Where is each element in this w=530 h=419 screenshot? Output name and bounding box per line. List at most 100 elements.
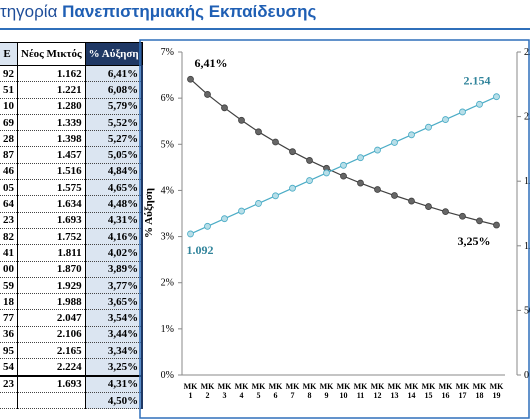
y-tick-label: 7% (161, 47, 174, 58)
cell: 1.811 (17, 244, 86, 262)
point (391, 192, 398, 199)
cell: 1.516 (17, 163, 86, 181)
y-tick-label: 4% (161, 185, 174, 196)
x-tick-label: MK 19 (490, 382, 505, 400)
cell: 4,31% (85, 212, 144, 229)
cell: 1.575 (17, 179, 86, 197)
cell: 18 (0, 293, 18, 311)
point (408, 197, 415, 205)
cell: 1.221 (17, 81, 86, 99)
cell: 1.162 (17, 65, 86, 83)
header-cell: Νέος Μικτός (17, 42, 86, 66)
point (442, 116, 449, 123)
cell: 1.280 (17, 98, 86, 115)
cell: 3,44% (85, 326, 144, 344)
cell: 2.165 (17, 342, 86, 360)
cell (0, 392, 18, 410)
row: 77 2.047 3,54% (0, 309, 144, 327)
title: τηγορία Πανεπιστημιακής Εκπαίδευσης (0, 2, 316, 22)
y2-tick-label: 50 (524, 305, 530, 316)
cell: 1.929 (17, 277, 86, 295)
cell: 4,50% (85, 392, 144, 410)
point (238, 116, 245, 124)
point (340, 172, 347, 180)
y2-tick-label: 1. (524, 241, 530, 252)
cell: 5,05% (85, 146, 144, 164)
x-tick-label: MK 6 (269, 382, 284, 400)
row: 51 1.221 6,08% (0, 81, 144, 99)
cell: 23 (0, 212, 18, 229)
cell: 1.398 (17, 130, 86, 148)
chart-frame (139, 39, 530, 419)
row: 10 1.280 5,79% (0, 98, 144, 115)
point (459, 212, 466, 220)
cell: 00 (0, 261, 18, 278)
x-tick-label: MK 15 (422, 382, 437, 400)
cell: 4,84% (85, 163, 144, 181)
cell: 64 (0, 195, 18, 213)
cell: 28 (0, 130, 18, 148)
point (272, 138, 279, 146)
y-tick-label: 1% (161, 324, 174, 335)
title-prefix: τηγορία (0, 2, 63, 21)
point (357, 179, 364, 187)
x-tick-label: MK 14 (405, 382, 420, 400)
y2-tick-label: 0 (524, 370, 529, 381)
point (459, 108, 466, 116)
cell (17, 392, 86, 410)
cell: 10 (0, 98, 18, 115)
point (221, 104, 228, 112)
cell: 1.693 (17, 374, 86, 393)
row: 87 1.457 5,05% (0, 146, 144, 164)
x-tick-label: MK 11 (354, 382, 369, 400)
header-cell: E (0, 42, 18, 66)
cell: 3,89% (85, 261, 144, 278)
cell: 6,41% (85, 65, 144, 83)
cell: 3,34% (85, 342, 144, 360)
y2-tick-label: 2. (524, 47, 530, 58)
point (476, 100, 483, 108)
y-tick-label: 0% (161, 370, 174, 381)
point (340, 161, 347, 169)
cell: 3,77% (85, 277, 144, 295)
point (289, 148, 296, 156)
row: 46 1.516 4,84% (0, 163, 144, 181)
title-bold: Πανεπιστημιακής Εκπαίδευσης (62, 2, 317, 21)
point (255, 200, 262, 207)
x-tick-label: MK 5 (252, 382, 267, 400)
cell: 23 (0, 374, 18, 393)
cell: 41 (0, 244, 18, 262)
cell: 2.106 (17, 326, 86, 344)
x-tick-label: MK 18 (473, 382, 488, 400)
cell: 36 (0, 326, 18, 344)
cell: 87 (0, 146, 18, 164)
x-tick-label: MK 4 (235, 382, 250, 400)
x-tick-label: MK 16 (439, 382, 454, 400)
y-tick-label: 2% (161, 278, 174, 289)
cell: 59 (0, 277, 18, 295)
y2-tick-label: 2. (524, 112, 530, 123)
point (476, 217, 483, 225)
cell: 1.457 (17, 146, 86, 164)
x-tick-label: MK 13 (388, 382, 403, 400)
row: 18 1.988 3,65% (0, 293, 144, 311)
cell: 3,65% (85, 293, 144, 311)
point (425, 203, 432, 210)
point (238, 207, 245, 215)
x-tick-label: MK 12 (371, 382, 386, 400)
point (255, 128, 262, 136)
cell: 3,54% (85, 309, 144, 327)
point (425, 123, 432, 131)
point (323, 169, 330, 177)
point (289, 184, 296, 192)
point (391, 139, 398, 146)
cell: 1.988 (17, 293, 86, 311)
row: 4,50% (0, 392, 144, 410)
row: 64 1.634 4,48% (0, 195, 144, 213)
header-cell: % Αύξηση (84, 42, 143, 66)
cell: 4,16% (85, 228, 144, 246)
point (374, 146, 381, 154)
point (306, 157, 313, 164)
point (408, 131, 415, 139)
